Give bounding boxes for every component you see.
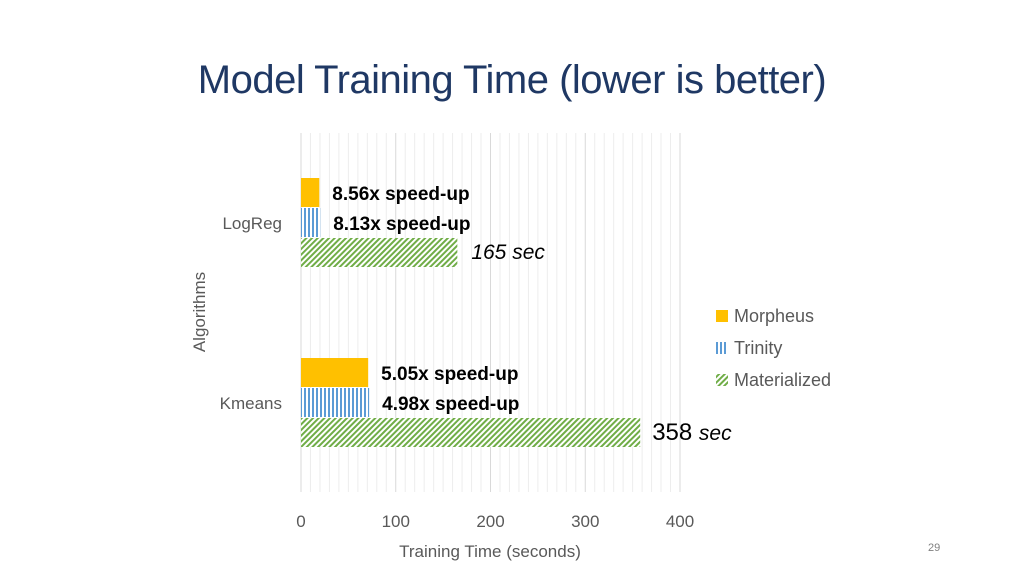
legend-label: Trinity <box>734 338 782 358</box>
bar-logreg-morpheus <box>301 178 320 207</box>
time-annotation: 165 sec <box>471 241 545 264</box>
legend-label: Materialized <box>734 370 831 390</box>
category-label: LogReg <box>222 214 282 233</box>
x-tick-label: 0 <box>296 512 305 531</box>
x-tick-label: 200 <box>476 512 504 531</box>
slide-number: 29 <box>928 542 941 554</box>
bar-logreg-materialized <box>301 238 458 267</box>
legend-swatch-trinity <box>716 342 728 354</box>
speedup-annotation: 4.98x speed-up <box>382 394 519 415</box>
bar-kmeans-morpheus <box>301 358 369 387</box>
speedup-annotation: 8.13x speed-up <box>333 214 470 235</box>
slide-title: Model Training Time (lower is better) <box>197 58 827 102</box>
bars <box>301 178 641 447</box>
speedup-annotation: 8.56x speed-up <box>332 184 469 205</box>
legend-swatch-morpheus <box>716 310 728 322</box>
x-tick-label: 300 <box>571 512 599 531</box>
bar-kmeans-materialized <box>301 418 641 447</box>
bar-logreg-trinity <box>301 208 321 237</box>
bar-kmeans-trinity <box>301 388 370 417</box>
category-labels: LogReg Kmeans <box>220 214 282 413</box>
legend: Morpheus Trinity Materialized <box>716 306 831 390</box>
x-tick-labels: 0 100 200 300 400 <box>296 512 694 531</box>
time-annotation: 358 sec <box>652 419 732 446</box>
legend-label: Morpheus <box>734 306 814 326</box>
legend-swatch-materialized <box>716 374 728 386</box>
x-tick-label: 100 <box>382 512 410 531</box>
speedup-annotation: 5.05x speed-up <box>381 364 518 385</box>
y-axis-label: Algorithms <box>190 272 209 352</box>
x-tick-label: 400 <box>666 512 694 531</box>
x-axis-label: Training Time (seconds) <box>399 542 581 561</box>
category-label: Kmeans <box>220 394 282 413</box>
